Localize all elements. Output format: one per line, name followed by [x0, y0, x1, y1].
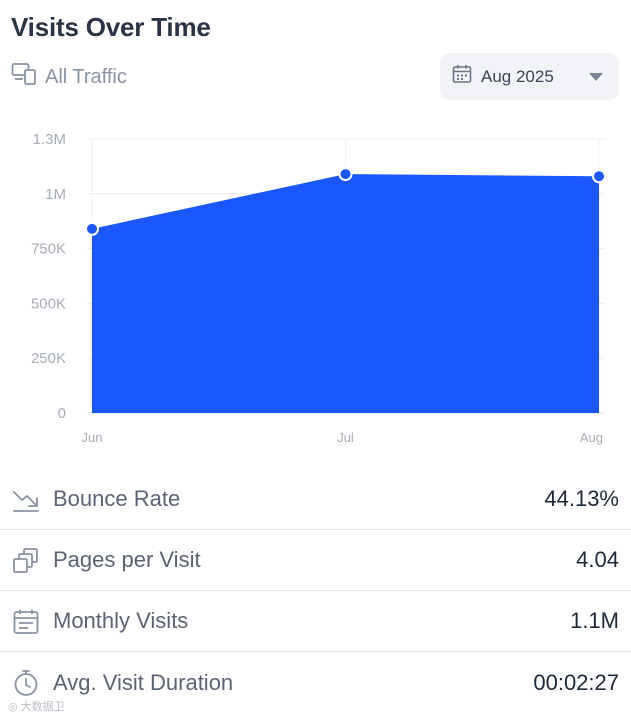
- x-axis: Jun Jul Aug: [82, 430, 603, 445]
- y-axis: 0 250K 500K 750K 1M 1.3M: [31, 131, 66, 422]
- calendar-icon: [12, 608, 40, 636]
- y-tick-label: 1.3M: [33, 131, 66, 148]
- trend-down-icon: [12, 486, 40, 514]
- y-tick-label: 250K: [31, 350, 66, 367]
- area-series: [92, 174, 599, 413]
- x-tick-label: Aug: [580, 430, 603, 445]
- pages-icon: [12, 547, 40, 575]
- x-tick-label: Jun: [82, 430, 103, 445]
- metric-bounce-rate: Bounce Rate 44.13%: [0, 469, 631, 530]
- date-selector[interactable]: Aug 2025: [440, 53, 619, 100]
- chart-area: [85, 167, 606, 413]
- timer-icon: [12, 669, 40, 697]
- visits-chart: 0 250K 500K 750K 1M 1.3M Jun Jul Aug: [31, 131, 606, 445]
- metric-value: 4.04: [576, 547, 619, 572]
- watermark: ◎ 大数据卫: [8, 701, 65, 713]
- metrics-list: Bounce Rate 44.13% Pages per Visit 4.04 …: [0, 469, 631, 713]
- y-tick-label: 500K: [31, 295, 66, 312]
- traffic-filter[interactable]: All Traffic: [11, 62, 127, 92]
- metric-avg-visit-duration: Avg. Visit Duration 00:02:27: [0, 652, 631, 713]
- devices-icon: [11, 62, 37, 92]
- chevron-down-icon: [589, 73, 603, 81]
- data-point: [85, 221, 99, 236]
- y-tick-label: 0: [58, 405, 66, 422]
- metric-pages-per-visit: Pages per Visit 4.04: [0, 530, 631, 591]
- y-tick-label: 1M: [45, 186, 66, 203]
- date-selector-value: Aug 2025: [481, 66, 554, 86]
- x-tick-label: Jul: [337, 430, 354, 445]
- data-point: [592, 169, 606, 184]
- metric-value: 44.13%: [544, 486, 619, 511]
- traffic-filter-label: All Traffic: [45, 65, 127, 88]
- metric-label: Monthly Visits: [53, 608, 189, 633]
- metric-monthly-visits: Monthly Visits 1.1M: [0, 591, 631, 652]
- metric-label: Bounce Rate: [53, 486, 181, 511]
- metric-value: 1.1M: [570, 608, 619, 633]
- y-tick-label: 750K: [31, 241, 66, 258]
- data-point: [338, 167, 353, 182]
- metric-label: Pages per Visit: [53, 547, 201, 572]
- metric-value: 00:02:27: [533, 669, 619, 695]
- metric-label: Avg. Visit Duration: [53, 669, 234, 695]
- calendar-icon: [452, 64, 472, 89]
- page-title: Visits Over Time: [11, 12, 211, 42]
